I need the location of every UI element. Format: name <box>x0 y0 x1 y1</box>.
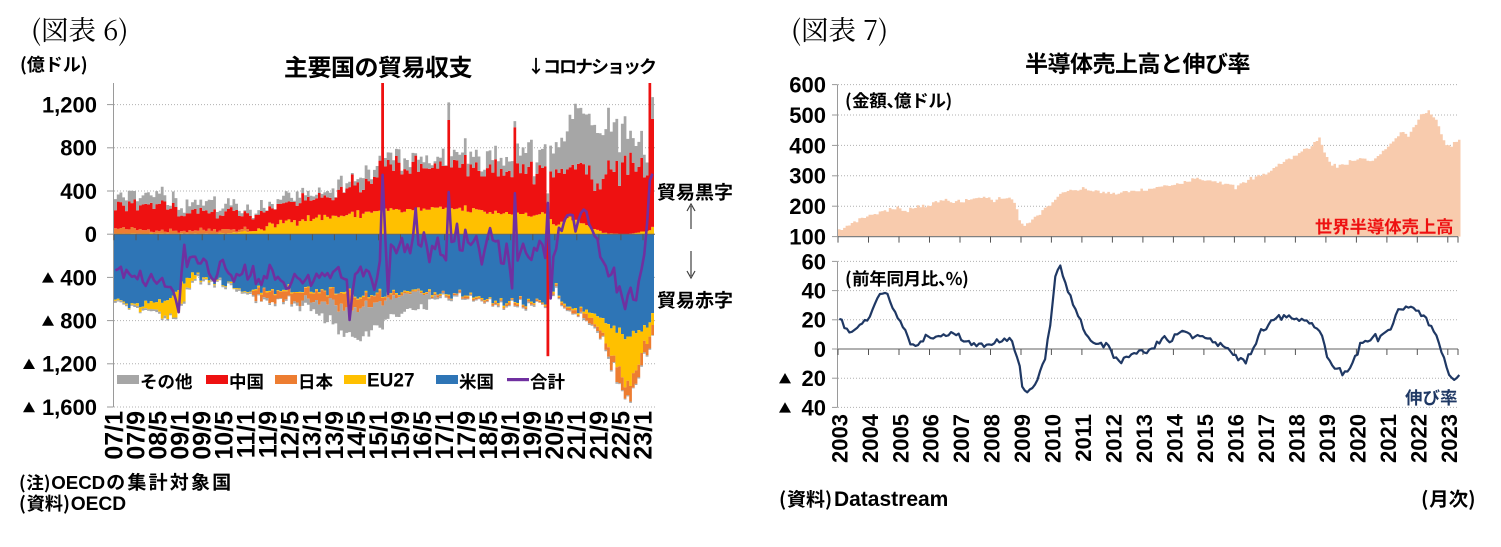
svg-text:Datastream: Datastream <box>834 488 948 511</box>
svg-text:2004: 2004 <box>858 413 883 463</box>
svg-text:40: 40 <box>802 395 826 420</box>
svg-text:12/5: 12/5 <box>277 411 305 460</box>
svg-text:13/9: 13/9 <box>321 411 349 460</box>
svg-text:2008: 2008 <box>980 414 1005 463</box>
svg-text:2009: 2009 <box>1010 414 1035 463</box>
svg-text:2016: 2016 <box>1224 414 1249 463</box>
svg-text:2005: 2005 <box>888 414 913 463</box>
svg-text:60: 60 <box>802 249 826 274</box>
svg-text:07/9: 07/9 <box>122 411 150 460</box>
svg-text:20/5: 20/5 <box>541 411 569 460</box>
svg-text:100: 100 <box>789 225 826 250</box>
svg-text:14/5: 14/5 <box>343 411 371 460</box>
svg-text:19/9: 19/9 <box>519 411 547 460</box>
svg-text:200: 200 <box>789 194 826 219</box>
svg-text:400: 400 <box>60 179 97 204</box>
svg-text:15/9: 15/9 <box>387 411 415 460</box>
svg-text:10/5: 10/5 <box>211 411 239 460</box>
svg-text:2018: 2018 <box>1285 414 1310 463</box>
svg-text:22/5: 22/5 <box>607 411 635 460</box>
svg-text:2013: 2013 <box>1132 414 1157 463</box>
svg-text:21/9: 21/9 <box>585 411 613 460</box>
svg-text:2003: 2003 <box>827 414 852 463</box>
svg-text:13/1: 13/1 <box>299 411 327 460</box>
svg-text:17/1: 17/1 <box>431 411 459 460</box>
svg-text:11/9: 11/9 <box>255 411 283 458</box>
svg-text:1,200: 1,200 <box>42 352 97 377</box>
svg-text:0: 0 <box>814 337 826 362</box>
svg-text:1,600: 1,600 <box>42 395 97 420</box>
svg-text:16/5: 16/5 <box>409 411 437 460</box>
svg-text:800: 800 <box>60 136 97 161</box>
svg-text:2019: 2019 <box>1315 414 1340 463</box>
svg-text:2015: 2015 <box>1193 414 1218 463</box>
svg-text:20: 20 <box>802 366 826 391</box>
svg-text:0: 0 <box>85 222 97 247</box>
svg-text:19/1: 19/1 <box>497 411 525 460</box>
svg-text:07/1: 07/1 <box>100 411 128 460</box>
svg-text:800: 800 <box>60 309 97 334</box>
svg-text:400: 400 <box>60 265 97 290</box>
svg-text:2021: 2021 <box>1376 414 1401 463</box>
svg-text:2017: 2017 <box>1254 414 1279 463</box>
svg-text:17/9: 17/9 <box>453 411 481 460</box>
svg-text:2014: 2014 <box>1163 413 1188 463</box>
svg-text:09/1: 09/1 <box>166 411 194 460</box>
svg-text:OECD: OECD <box>71 494 127 515</box>
svg-text:300: 300 <box>789 164 826 189</box>
svg-text:OECD: OECD <box>51 472 105 493</box>
svg-text:40: 40 <box>802 279 826 304</box>
svg-text:09/9: 09/9 <box>189 411 217 460</box>
svg-text:2023: 2023 <box>1437 414 1462 463</box>
svg-text:400: 400 <box>789 133 826 158</box>
svg-text:2010: 2010 <box>1041 414 1066 463</box>
svg-text:2011: 2011 <box>1071 414 1096 462</box>
svg-text:08/5: 08/5 <box>144 411 172 460</box>
svg-text:18/5: 18/5 <box>475 411 503 460</box>
svg-text:2020: 2020 <box>1346 414 1371 463</box>
svg-text:600: 600 <box>789 73 826 98</box>
svg-text:21/1: 21/1 <box>563 411 591 460</box>
svg-text:15/1: 15/1 <box>365 411 393 460</box>
svg-text:2006: 2006 <box>919 414 944 463</box>
svg-text:500: 500 <box>789 103 826 128</box>
svg-text:20: 20 <box>802 308 826 333</box>
svg-text:23/1: 23/1 <box>629 411 657 460</box>
svg-text:2012: 2012 <box>1102 414 1127 463</box>
svg-text:1,200: 1,200 <box>42 93 97 118</box>
svg-text:EU27: EU27 <box>367 371 415 392</box>
svg-text:2022: 2022 <box>1407 414 1432 463</box>
svg-text:2007: 2007 <box>949 414 974 463</box>
svg-text:11/1: 11/1 <box>233 411 261 458</box>
